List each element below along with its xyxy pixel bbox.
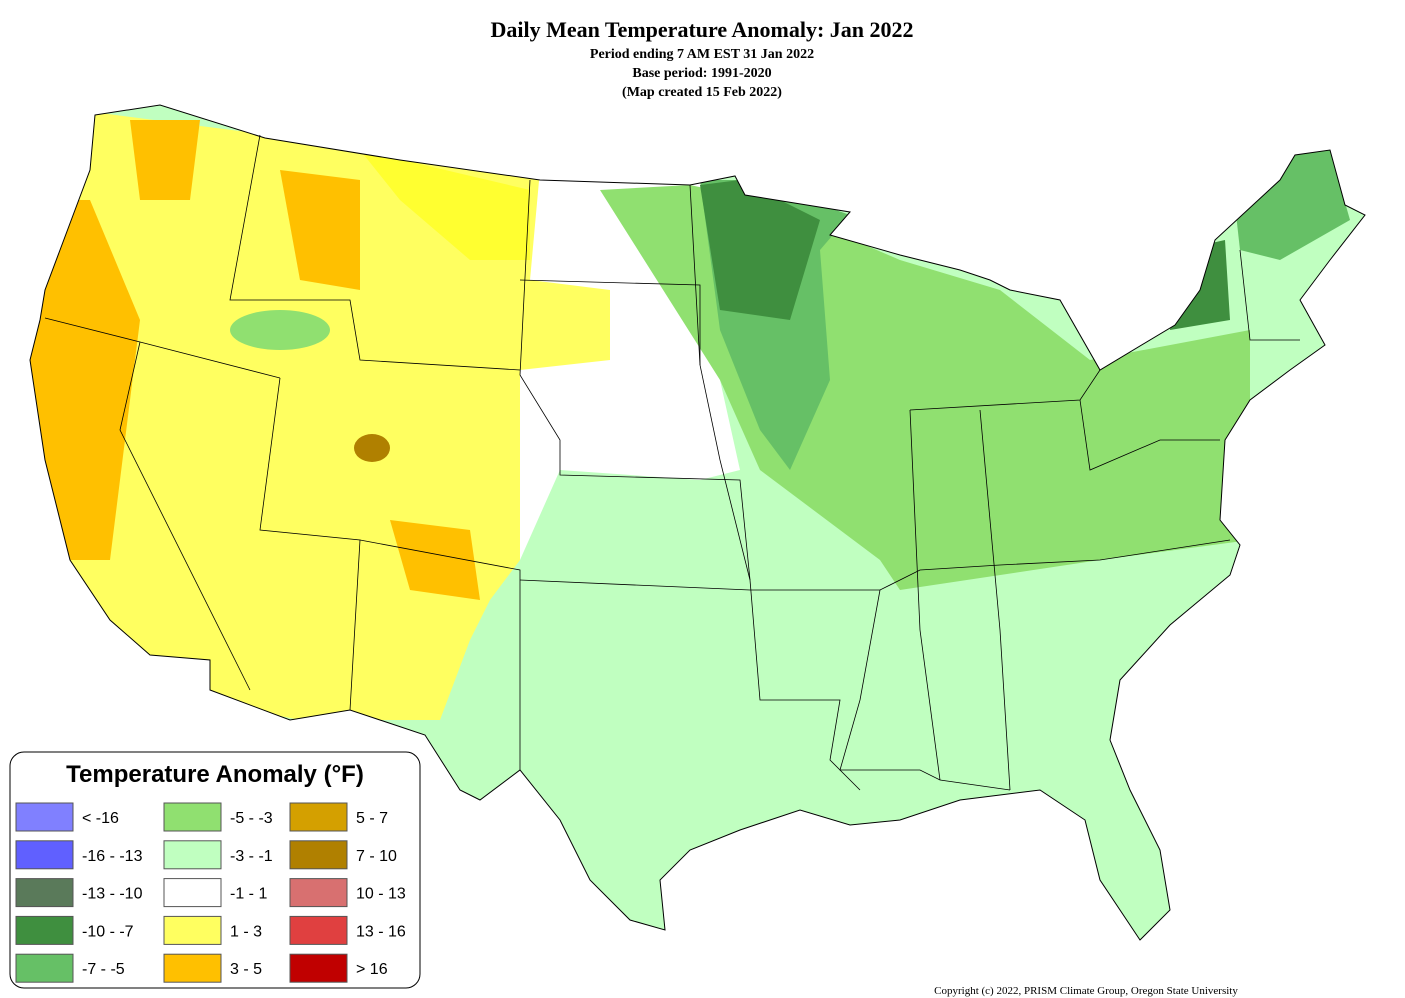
subtitle: Period ending 7 AM EST 31 Jan 2022 [590,47,814,62]
legend-swatch [15,915,74,945]
map-title: Daily Mean Temperature Anomaly: Jan 2022 [490,17,913,42]
legend-swatch [289,953,348,983]
legend-swatch [289,840,348,870]
legend-label: 7 - 10 [356,848,397,865]
legend-label: 13 - 16 [356,923,406,940]
legend-swatch [289,802,348,832]
legend: Temperature Anomaly (°F) < -16 -16 - -13 -… [9,751,421,989]
legend-swatch [163,915,222,945]
legend-label: > 16 [356,961,388,978]
legend-swatch [163,802,222,832]
legend-label: -7 - -5 [82,961,125,978]
legend-label: 10 - 13 [356,886,406,903]
state-borders [44,134,1300,791]
legend-label: 1 - 3 [230,923,262,940]
subtitle: (Map created 15 Feb 2022) [622,85,782,100]
legend-label: < -16 [82,810,119,827]
legend-label: -13 - -10 [82,886,143,903]
subtitle: Base period: 1991-2020 [632,66,771,81]
legend-swatch [163,878,222,908]
copyright: Copyright (c) 2022, PRISM Climate Group,… [934,985,1238,997]
legend-swatch [15,840,74,870]
legend-label: -3 - -1 [230,848,273,865]
legend-swatch [289,878,348,908]
legend-title: Temperature Anomaly (°F) [66,761,364,788]
legend-swatch [15,878,74,908]
legend-label: 5 - 7 [356,810,388,827]
legend-label: -10 - -7 [82,923,134,940]
legend-label: -1 - 1 [230,886,267,903]
legend-swatch [15,802,74,832]
legend-swatch [15,953,74,983]
legend-label: -5 - -3 [230,810,273,827]
legend-swatch [163,953,222,983]
legend-label: -16 - -13 [82,848,143,865]
legend-swatch [289,915,348,945]
legend-label: 3 - 5 [230,961,262,978]
legend-swatch [163,840,222,870]
